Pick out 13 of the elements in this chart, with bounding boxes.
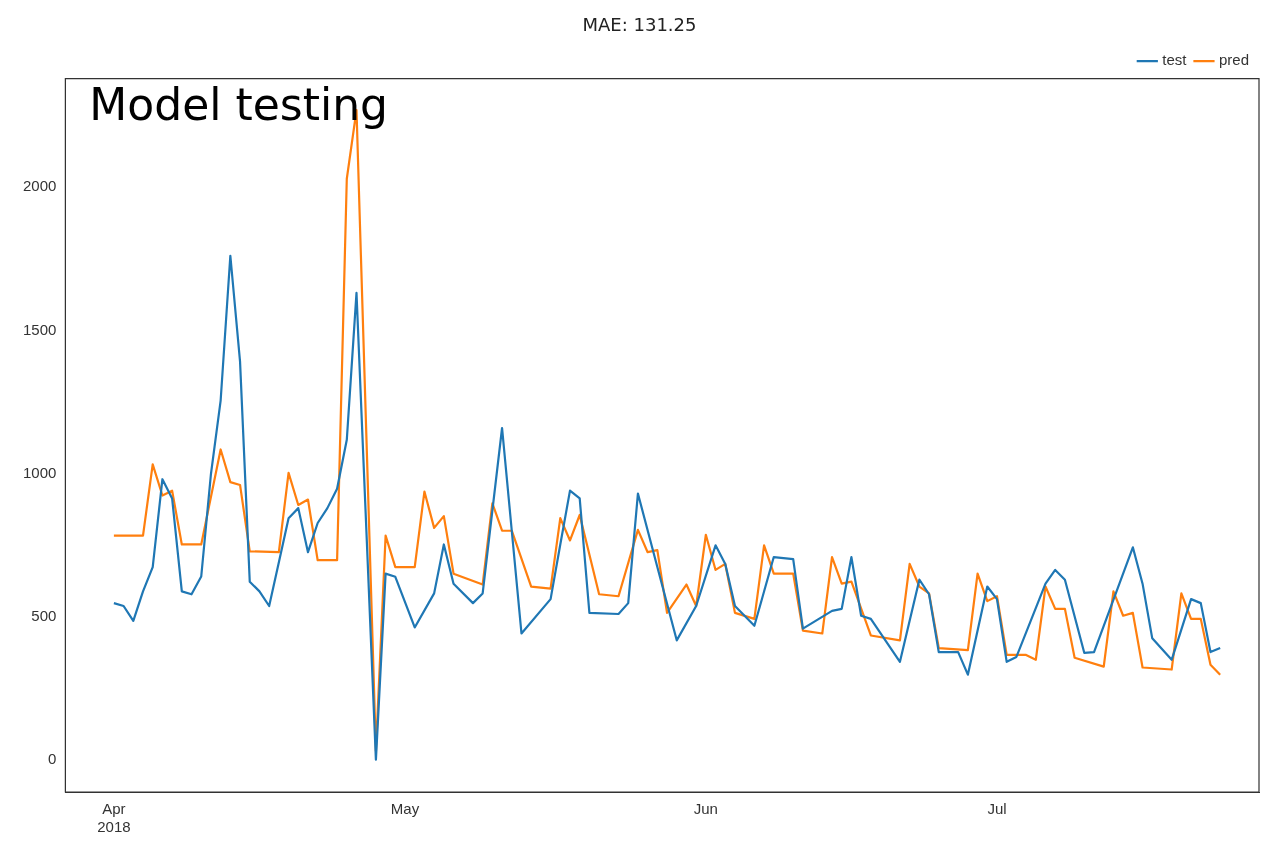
chart-title: MAE: 131.25 <box>582 14 697 36</box>
y-tick-label: 2000 <box>22 177 57 195</box>
x-tick-label: May <box>390 800 420 818</box>
x-tick-label: Apr 2018 <box>97 800 131 836</box>
y-tick-label: 1500 <box>22 320 57 338</box>
x-tick-label: Jul <box>987 800 1007 818</box>
annotation: Model testing <box>89 79 389 131</box>
y-tick-label: 500 <box>31 606 57 624</box>
x-tick-label: Jun <box>693 800 718 818</box>
legend-label: pred <box>1218 51 1250 69</box>
y-tick-label: 1000 <box>22 463 57 481</box>
legend-label: test <box>1162 51 1188 69</box>
y-tick-label: 0 <box>48 749 57 767</box>
